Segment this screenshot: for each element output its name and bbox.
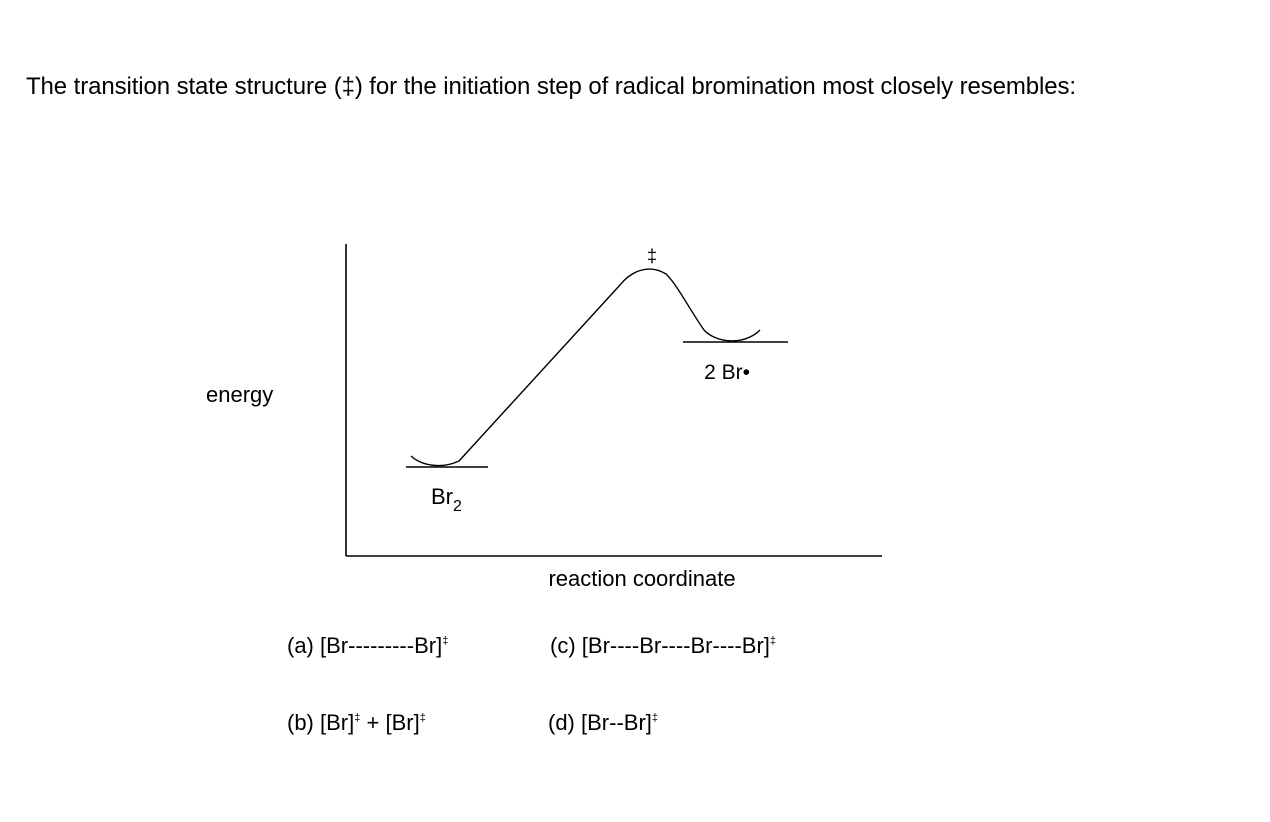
energy-curve	[410, 268, 761, 467]
choice-c-letter: (c)	[550, 633, 576, 658]
question-text: The transition state structure (‡) for t…	[26, 73, 1076, 100]
choice-b-text-2: [Br]	[385, 710, 420, 735]
choice-c-superscript: ‡	[769, 635, 777, 647]
choice-b-text: [Br]	[320, 710, 355, 735]
choice-b-superscript: ‡	[354, 712, 361, 724]
choice-a-letter: (a)	[287, 633, 314, 658]
reactant-label: Br2	[431, 484, 462, 515]
choice-a-superscript: ‡	[442, 635, 449, 647]
x-axis-label: reaction coordinate	[548, 566, 735, 591]
choice-b-joiner: +	[360, 710, 386, 735]
product-label: 2 Br•	[704, 361, 750, 384]
choice-b[interactable]: (b) [Br]‡ + [Br]‡	[287, 710, 426, 736]
choice-d-superscript: ‡	[651, 712, 659, 724]
choice-a-text: [Br---------Br]	[320, 633, 443, 658]
choice-d[interactable]: (d) [Br--Br]‡	[548, 710, 658, 736]
transition-state-symbol: ‡	[647, 246, 657, 266]
choice-d-text: [Br--Br]	[581, 710, 652, 735]
choice-d-letter: (d)	[548, 710, 575, 735]
choice-a[interactable]: (a) [Br---------Br]‡	[287, 633, 448, 659]
y-axis-label: energy	[206, 382, 273, 407]
reactant-label-main: Br	[431, 484, 453, 509]
choice-c-text: [Br----Br----Br----Br]	[581, 633, 770, 658]
choice-c[interactable]: (c) [Br----Br----Br----Br]‡	[550, 633, 776, 659]
choice-b-superscript-2: ‡	[419, 712, 426, 724]
reactant-label-subscript: 2	[453, 498, 462, 515]
choice-b-letter: (b)	[287, 710, 314, 735]
